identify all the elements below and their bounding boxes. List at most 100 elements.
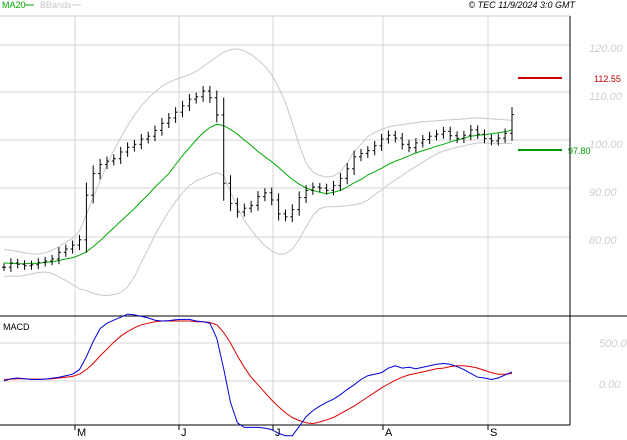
price-bar	[139, 134, 144, 150]
price-tick-80: 80.00	[589, 235, 617, 247]
price-bar	[132, 139, 137, 152]
month-label-s: S	[490, 427, 497, 439]
price-bar	[180, 100, 185, 118]
price-bar	[63, 244, 68, 257]
price-bar	[372, 141, 377, 156]
price-bar	[207, 85, 212, 103]
macd-line	[3, 313, 513, 437]
price-bar	[379, 133, 384, 151]
marker-label-112-55: 112.55	[594, 74, 621, 84]
price-bar	[235, 197, 240, 218]
bbands-upper-line	[3, 48, 513, 255]
price-bar	[187, 94, 192, 112]
price-bar	[118, 146, 123, 164]
price-bar	[420, 135, 425, 148]
price-bar	[413, 138, 418, 153]
price-bar	[359, 148, 363, 162]
month-label-m: M	[77, 427, 86, 439]
price-bar	[269, 187, 274, 206]
price-bar	[489, 134, 494, 146]
price-bar	[84, 182, 89, 253]
price-bar	[201, 86, 206, 102]
price-bar	[441, 126, 446, 139]
price-bar	[310, 182, 315, 195]
price-bar	[228, 175, 233, 212]
price-bar	[249, 200, 254, 213]
price-bar	[15, 258, 20, 269]
month-label-j1: J	[181, 427, 187, 439]
price-bar	[276, 193, 281, 221]
price-bar	[50, 254, 55, 266]
price-bar	[98, 158, 103, 180]
price-bar	[283, 209, 288, 222]
bbands-label: BBands	[40, 0, 72, 10]
price-tick-110: 110.00	[589, 91, 623, 103]
price-bar	[304, 185, 309, 203]
price-bars	[2, 85, 514, 272]
price-gridlines	[0, 16, 570, 430]
price-bar	[290, 204, 295, 223]
price-bar	[214, 90, 219, 123]
price-bar	[324, 183, 329, 195]
price-bar	[448, 126, 453, 141]
price-bar	[317, 183, 322, 192]
price-bar	[407, 139, 411, 153]
price-bar	[427, 131, 432, 144]
price-bar	[105, 156, 109, 169]
price-bar	[434, 130, 439, 141]
ma20-line	[3, 123, 513, 265]
price-bar	[393, 130, 398, 143]
price-bar	[338, 173, 343, 191]
price-bar	[297, 191, 302, 216]
price-bar	[111, 154, 116, 166]
ma20-series	[3, 123, 513, 265]
price-bar	[8, 258, 13, 272]
bollinger-bands	[3, 48, 513, 297]
price-bar	[91, 165, 96, 204]
price-bar	[194, 92, 199, 104]
ma20-label: MA20	[2, 0, 26, 10]
marker-label-97-80: 97.80	[568, 146, 591, 156]
price-bar	[22, 260, 27, 270]
macd-series	[3, 313, 513, 437]
price-bar	[242, 203, 247, 217]
price-bar	[56, 247, 61, 265]
price-bar	[461, 130, 466, 144]
price-bar	[482, 129, 487, 144]
price-bar	[29, 260, 34, 270]
price-bar	[365, 146, 370, 158]
price-bar	[166, 113, 171, 129]
price-bar	[345, 163, 350, 185]
macd-signal-line	[3, 320, 513, 425]
price-tick-120: 120.00	[589, 43, 624, 55]
macd-tick-0: 0.00	[599, 379, 621, 391]
price-bar	[400, 133, 405, 150]
price-bar	[455, 131, 460, 143]
price-bar	[256, 191, 260, 211]
price-bar	[468, 125, 473, 141]
price-bar	[2, 263, 6, 271]
macd-tick-500: 500.00	[599, 338, 627, 350]
price-bar	[146, 131, 151, 144]
price-bar	[77, 234, 82, 250]
macd-panel-label: MACD	[3, 322, 30, 332]
price-bar	[510, 107, 514, 141]
price-bar	[125, 142, 130, 157]
price-bar	[221, 97, 226, 201]
price-bar	[386, 130, 391, 144]
price-bar	[153, 125, 157, 142]
price-bar	[475, 125, 480, 139]
month-label-a: A	[385, 427, 393, 439]
price-bar	[503, 128, 508, 143]
price-bar	[173, 107, 178, 123]
price-bar	[262, 188, 267, 202]
price-bar	[70, 240, 75, 254]
price-tick-100: 100.00	[589, 139, 624, 151]
bbands-lower-line	[4, 142, 512, 297]
copyright-text: © TEC 11/9/2024 3:0 GMT	[468, 0, 576, 10]
price-bar	[43, 256, 48, 267]
price-bar	[36, 258, 41, 270]
price-bar	[496, 133, 501, 146]
price-bar	[159, 117, 164, 136]
